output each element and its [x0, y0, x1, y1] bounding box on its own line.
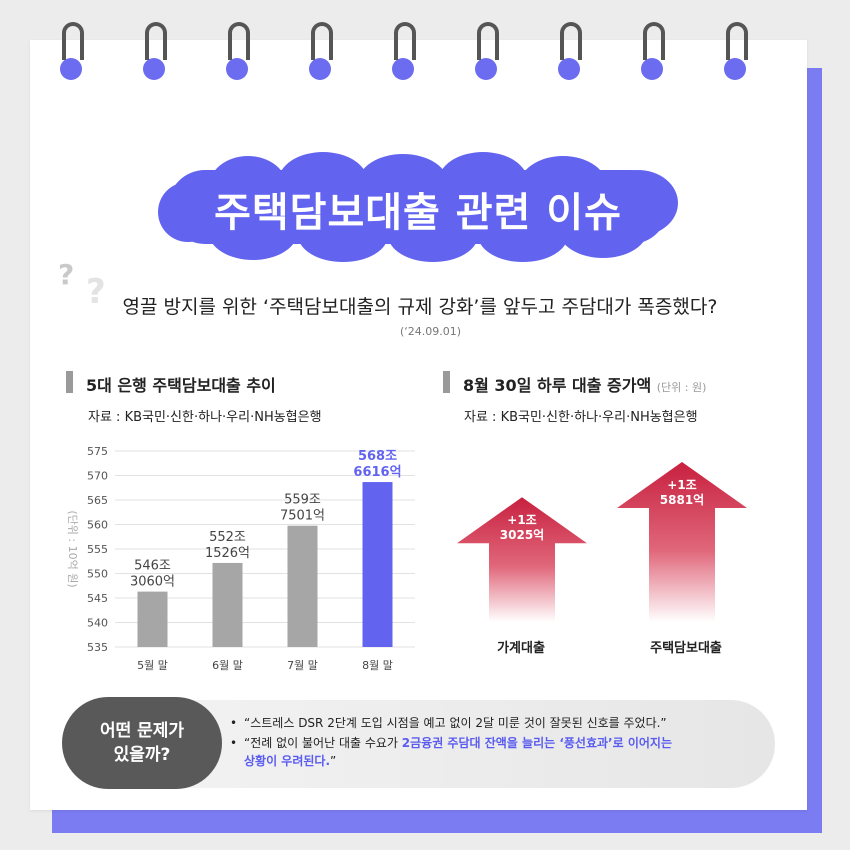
binding-ring	[309, 22, 337, 80]
right-section-unit: (단위 : 원)	[656, 381, 707, 394]
arrow-category-label: 주택담보대출	[650, 641, 722, 656]
quote-item: • “스트레스 DSR 2단계 도입 시점을 예고 없이 2달 미룬 것이 잘못…	[230, 714, 770, 732]
y-tick-label: 555	[87, 543, 108, 556]
y-tick-label: 575	[87, 445, 108, 458]
right-source: 자료 : KB국민·신한·하나·우리·NH농협은행	[464, 410, 698, 425]
bar	[137, 591, 168, 647]
x-tick-label: 6월 말	[212, 659, 243, 672]
y-tick-label: 545	[87, 592, 108, 605]
quote-item: • “전례 없이 불어난 대출 수요가 2금융권 주담대 잔액을 늘리는 ‘풍선…	[230, 734, 770, 770]
binding-ring	[558, 22, 586, 80]
y-tick-label: 560	[87, 519, 108, 532]
headline-date: (‘24.09.01)	[400, 325, 462, 338]
y-tick-label: 565	[87, 494, 108, 507]
bar-value-label: 546조	[134, 559, 171, 574]
bar-value-label: 568조	[358, 449, 397, 464]
left-source: 자료 : KB국민·신한·하나·우리·NH농협은행	[88, 410, 322, 425]
bar-value-label: 1526억	[205, 546, 250, 561]
bar-value-label: 552조	[209, 530, 246, 545]
binding-ring	[143, 22, 171, 80]
arrow-value-label: +1조 5881억	[637, 478, 727, 508]
bar	[362, 482, 393, 647]
binding-ring	[60, 22, 88, 80]
binding-ring	[475, 22, 503, 80]
left-section-title: 5대 은행 주택담보대출 추이	[86, 376, 276, 395]
y-tick-label: 540	[87, 617, 108, 630]
quote-highlight: 2금융권 주담대 잔액을 늘리는 ‘풍선효과’로 이어지는	[401, 736, 672, 750]
bar	[287, 525, 318, 647]
y-tick-label: 550	[87, 568, 108, 581]
bullet: •	[230, 716, 238, 730]
page-title: 주택담보대출 관련 이슈	[214, 190, 622, 236]
arrow-value-line: 3025억	[499, 528, 545, 543]
arrow-category-label: 가계대출	[497, 641, 545, 656]
arrow-bar	[617, 462, 747, 622]
binding-ring	[392, 22, 420, 80]
question-mark-icon: ?	[58, 258, 75, 291]
question-mark-icon: ?	[86, 272, 106, 312]
binding-ring	[226, 22, 254, 80]
arrow-value-line: +1조	[667, 478, 697, 492]
arrow-value-line: 5881억	[659, 493, 705, 507]
x-tick-label: 5월 말	[137, 659, 168, 672]
headline-question: 영끌 방지를 위한 ‘주택담보대출의 규제 강화’를 앞두고 주담대가 폭증했다…	[122, 296, 718, 318]
bar-chart: (단위 : 10억 원) 535 540 545 550 555 560 565 570 575 5…	[66, 445, 415, 672]
quote-text: “전례 없이 불어난 대출 수요가	[244, 736, 402, 750]
y-tick-label: 535	[87, 641, 108, 654]
x-tick-label: 7월 말	[287, 659, 318, 672]
quote-list: • “스트레스 DSR 2단계 도입 시점을 예고 없이 2달 미룬 것이 잘못…	[230, 714, 770, 772]
quote-text: ”	[330, 754, 337, 768]
y-axis-label: (단위 : 10억 원)	[66, 510, 79, 587]
bar	[212, 562, 243, 647]
binding-ring	[641, 22, 669, 80]
arrow-chart	[457, 462, 747, 622]
bar-value-label: 3060억	[130, 575, 175, 590]
question-bubble: 어떤 문제가 있을까?	[62, 697, 222, 789]
arrow-bar	[457, 497, 587, 622]
quote-text: “스트레스 DSR 2단계 도입 시점을 예고 없이 2달 미룬 것이 잘못된 …	[244, 716, 667, 730]
bubble-line: 어떤 문제가	[99, 721, 185, 741]
right-section-title: 8월 30일 하루 대출 증가액 (단위 : 원)	[463, 372, 706, 396]
arrow-value-line: +1조	[507, 513, 537, 528]
section-marker	[443, 371, 450, 393]
right-section-title-text: 8월 30일 하루 대출 증가액	[463, 376, 652, 395]
bar-value-label: 559조	[284, 493, 321, 508]
quote-highlight: 상황이 우려된다.	[244, 754, 331, 768]
arrow-value-label: +1조 3025억	[477, 513, 567, 543]
y-tick-label: 570	[87, 470, 108, 483]
x-tick-label: 8월 말	[362, 659, 393, 672]
binding-ring	[724, 22, 752, 80]
bullet: •	[230, 736, 238, 750]
bar-value-label: 6616억	[353, 465, 401, 480]
title-cloud: 주택담보대출 관련 이슈	[148, 152, 688, 262]
section-marker	[66, 371, 73, 393]
bar-value-label: 7501억	[280, 509, 325, 524]
bubble-line: 있을까?	[113, 745, 171, 765]
